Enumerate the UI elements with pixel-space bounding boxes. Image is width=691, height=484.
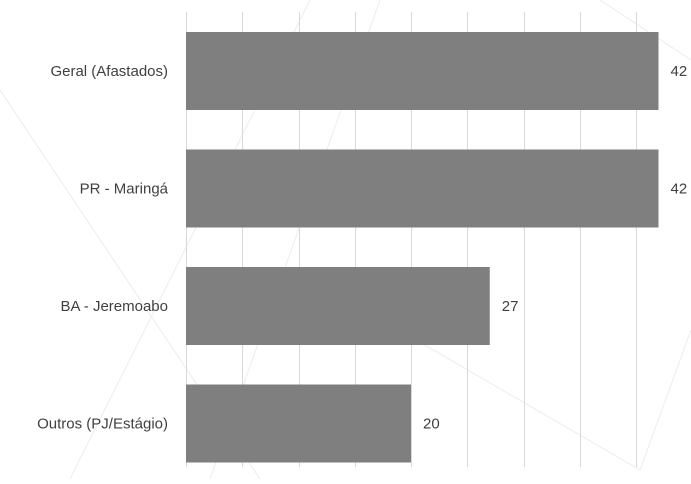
- category-label: Geral (Afastados): [50, 63, 168, 80]
- category-labels: Geral (Afastados) PR - Maringá BA - Jeremo…: [37, 63, 169, 433]
- data-label: 20: [423, 416, 440, 433]
- category-label: BA - Jeremoabo: [60, 298, 168, 315]
- data-label: 42: [671, 181, 688, 198]
- bar: [186, 384, 411, 463]
- category-label: PR - Maringá: [80, 181, 169, 198]
- data-label: 42: [671, 63, 688, 80]
- data-labels: 42 42 27 20: [423, 63, 687, 433]
- bar: [186, 267, 490, 345]
- category-label: Outros (PJ/Estágio): [37, 416, 168, 433]
- bar: [186, 32, 659, 110]
- bar: [186, 149, 659, 228]
- data-label: 27: [502, 298, 519, 315]
- bars: [186, 32, 659, 463]
